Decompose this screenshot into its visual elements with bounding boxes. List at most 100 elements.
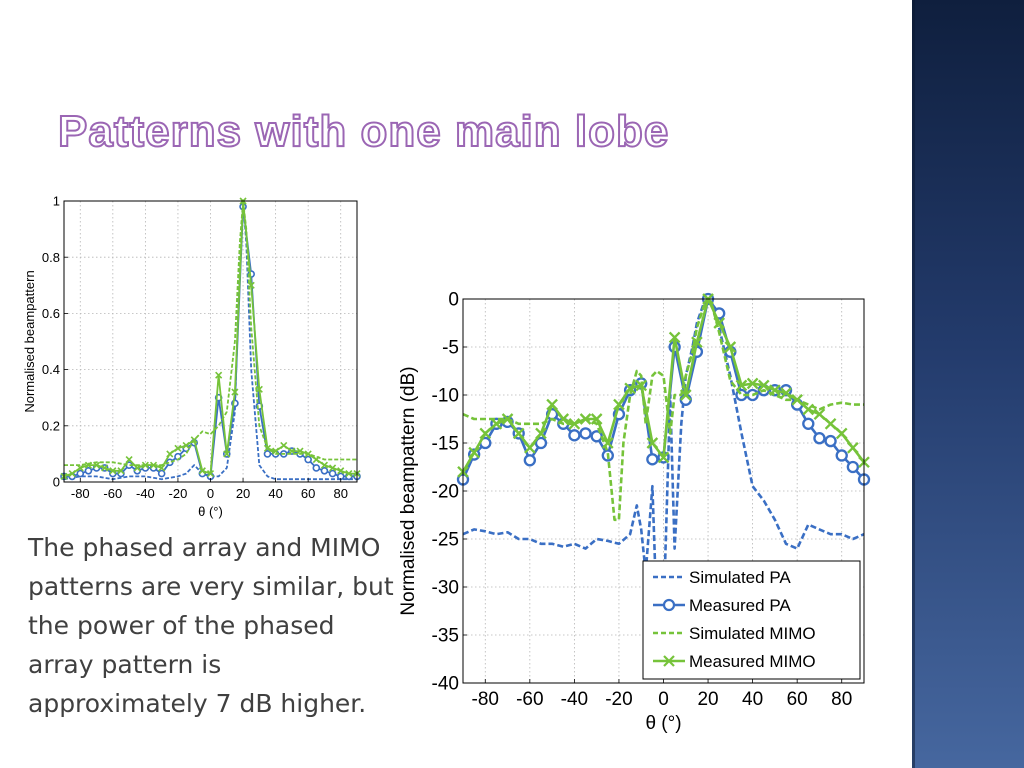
data-point-measMIMO [158, 464, 166, 472]
data-point-measMIMO [223, 450, 231, 458]
y-axis-label: Normalised beampattern [22, 270, 37, 412]
data-point-measMIMO [791, 393, 803, 406]
data-point-measMIMO [524, 441, 536, 454]
legend-label-measMIMO: Measured MIMO [689, 652, 816, 671]
data-point-measMIMO [468, 446, 480, 459]
legend-box [642, 560, 861, 680]
x-tick-label: 20 [236, 486, 250, 501]
data-point-measMIMO [182, 441, 190, 450]
data-point-measMIMO [691, 336, 703, 349]
x-axis-label: θ (°) [198, 504, 223, 519]
x-tick-label: -60 [516, 689, 543, 710]
data-point-measMIMO [117, 467, 125, 475]
data-point-measMIMO [84, 461, 92, 469]
data-point-measMIMO [535, 427, 547, 440]
data-point-measMIMO [568, 417, 581, 430]
data-point-measPA [646, 453, 659, 466]
data-point-measPA [523, 454, 537, 467]
data-point-measMIMO [345, 469, 353, 478]
data-point-measMIMO [174, 444, 182, 452]
series-line-simPA [63, 200, 357, 481]
data-point-measMIMO [215, 371, 223, 379]
data-point-measMIMO [198, 467, 206, 475]
data-point-measMIMO [149, 461, 158, 469]
data-point-measPA [813, 432, 826, 445]
series-measMIMO [457, 293, 870, 478]
data-point-measMIMO [166, 450, 174, 458]
y-tick-label: -20 [432, 482, 459, 503]
legend-marker-measPA [662, 598, 676, 612]
x-tick-label: -40 [561, 689, 588, 710]
data-point-measMIMO [713, 317, 726, 329]
slide-body-text: The phased array and MIMO patterns are v… [28, 533, 394, 718]
data-point-measPA [328, 469, 337, 478]
data-point-measMIMO [76, 464, 84, 472]
data-point-measMIMO [247, 281, 255, 289]
data-point-measMIMO [512, 427, 525, 440]
data-point-measPA [157, 469, 166, 478]
x-tick-label: 40 [268, 486, 282, 501]
data-point-measMIMO [813, 408, 826, 421]
data-point-measMIMO [312, 455, 320, 464]
data-point-measMIMO [546, 398, 558, 411]
data-point-measMIMO [579, 413, 592, 425]
series-simMIMO [462, 297, 864, 522]
x-tick-label: 20 [697, 689, 718, 710]
y-tick-label: -35 [432, 626, 459, 647]
data-point-measMIMO [288, 447, 296, 455]
data-point-measMIMO [255, 385, 263, 393]
data-point-measMIMO [231, 388, 239, 396]
data-point-measMIMO [646, 437, 659, 449]
x-axis-label: θ (°) [645, 713, 681, 734]
series-line-simMIMO [462, 297, 864, 522]
y-tick-label: -25 [432, 530, 459, 551]
y-axis-label: Normalised beampattern (dB) [398, 366, 419, 615]
data-point-measMIMO [490, 417, 503, 430]
data-point-measMIMO [141, 461, 149, 469]
data-point-measPA [312, 464, 321, 472]
legend-marker-measMIMO [663, 655, 675, 667]
data-point-measPA [534, 436, 548, 450]
y-tick-label: -15 [432, 434, 459, 455]
y-tick-label: -10 [432, 386, 459, 407]
large-db-beampattern-chart: -80 -60 -40 -20 0 20 40 60 80 0 -5 -10 -15 -20 -25 -30 -… [398, 290, 871, 734]
data-point-measMIMO [296, 447, 304, 455]
data-point-measMIMO [337, 467, 345, 475]
series-simPA [63, 200, 357, 481]
data-point-measMIMO [304, 450, 312, 458]
data-point-measMIMO [109, 467, 117, 475]
y-tick-label: -30 [432, 578, 459, 599]
data-point-measMIMO [735, 379, 748, 392]
x-tick-label: 80 [831, 689, 852, 710]
data-point-measMIMO [190, 436, 198, 444]
data-point-measMIMO [479, 427, 492, 440]
data-point-measMIMO [101, 464, 109, 472]
data-point-measMIMO [657, 451, 670, 464]
data-point-measMIMO [780, 387, 792, 399]
legend: Simulated PA Measured PA Simulated MIMO Mea… [642, 560, 861, 680]
decorative-sidebar [912, 0, 1024, 768]
y-tick-label: -40 [432, 674, 459, 695]
data-point-measMIMO [320, 461, 329, 469]
data-point-measPA [320, 466, 329, 475]
data-point-measPA [263, 450, 272, 458]
data-point-measMIMO [280, 441, 288, 450]
data-point-measPA [304, 455, 312, 464]
x-tick-label: -40 [136, 486, 155, 501]
data-point-measMIMO [329, 464, 337, 472]
data-point-measMIMO [501, 413, 514, 425]
x-tick-label: 40 [742, 689, 763, 710]
data-point-measMIMO [802, 403, 815, 416]
series-line-simMIMO [64, 200, 357, 467]
x-tick-label: 60 [787, 689, 808, 710]
data-point-measMIMO [272, 447, 280, 455]
y-tick-label: -5 [442, 338, 459, 359]
legend-label-simPA: Simulated PA [689, 568, 791, 587]
y-tick-label: 1 [53, 194, 60, 209]
data-point-measMIMO [557, 413, 570, 425]
x-tick-label: -80 [472, 689, 499, 710]
x-tick-label: 0 [658, 689, 669, 710]
data-point-measMIMO [68, 469, 76, 478]
data-point-measMIMO [824, 417, 837, 430]
data-point-measMIMO [769, 384, 781, 397]
